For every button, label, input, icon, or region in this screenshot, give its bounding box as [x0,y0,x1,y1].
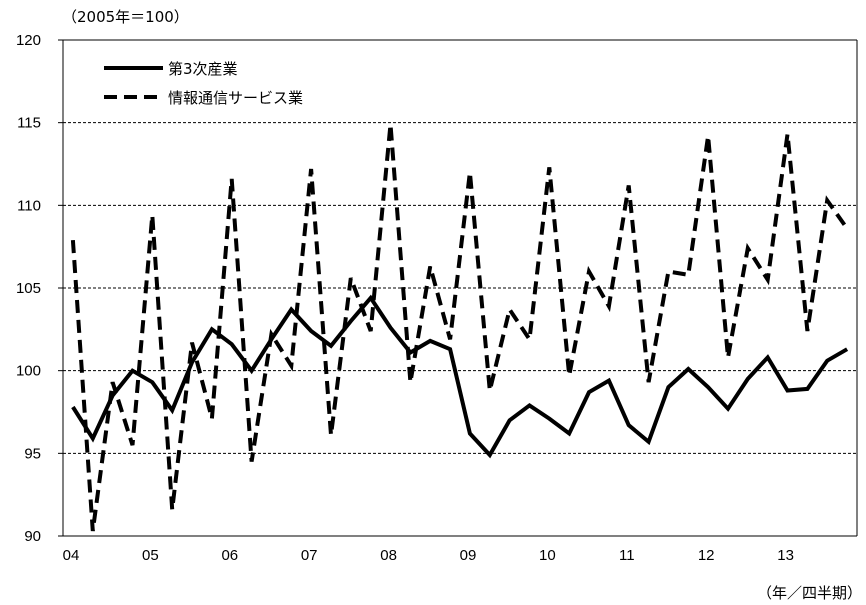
x-tick-label: 06 [221,547,238,564]
y-tick-label: 120 [16,32,41,49]
series-lines [70,124,849,532]
legend-label: 第3次産業 [168,60,238,78]
series-line-tertiary-industry [71,294,849,459]
y-tick-label: 115 [17,115,41,132]
y-tick-label: 110 [17,197,41,214]
x-tick-label: 09 [460,547,477,564]
legend-label: 情報通信サービス業 [168,89,303,107]
y-tick-labels: 90 95 100 105 110 115 120 [16,32,41,545]
x-tick-labels: 04 05 06 07 08 09 10 11 12 13 [63,547,794,564]
axes [58,39,858,537]
x-tick-label: 08 [380,547,397,564]
x-tick-label: 13 [777,547,794,564]
x-tick-label: 04 [63,547,80,564]
y-tick-label: 105 [16,280,41,297]
x-tick-label: 11 [619,547,635,564]
gridlines [63,122,857,454]
y-tick-label: 100 [16,363,41,380]
x-tick-label: 05 [142,547,159,564]
series-line-info-comm-services [70,124,849,532]
y-tick-label: 95 [24,445,41,462]
x-tick-label: 07 [301,547,318,564]
x-axis-unit-label: （年／四半期） [757,584,862,602]
x-tick-label: 12 [698,547,715,564]
y-tick-label: 90 [24,528,41,545]
y-axis-unit-label: （2005年＝100） [62,8,189,26]
x-tick-label: 10 [539,547,556,564]
